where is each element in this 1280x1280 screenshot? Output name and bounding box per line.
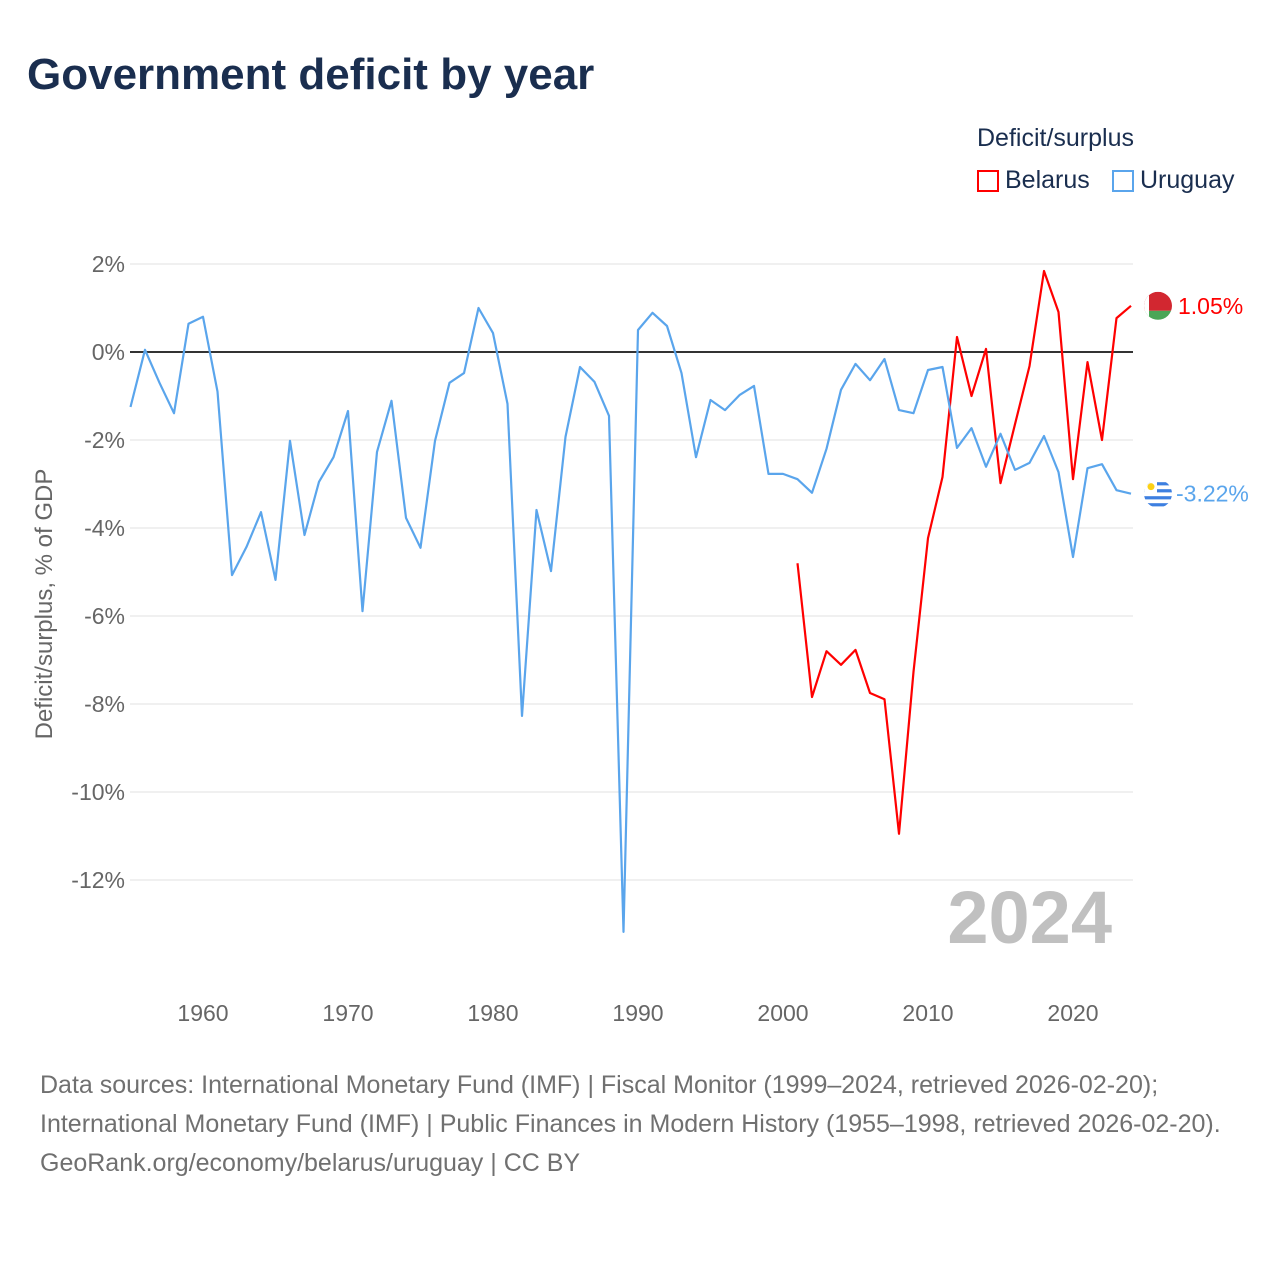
flag-ornament [1144, 291, 1149, 320]
x-tick-label: 2010 [902, 1000, 953, 1026]
flag-belarus-icon [1144, 291, 1172, 320]
legend-title: Deficit/surplus [977, 124, 1134, 152]
x-tick-label: 1960 [177, 1000, 228, 1026]
y-tick-label: 0% [92, 339, 125, 365]
legend-label: Belarus [1005, 166, 1090, 194]
year-watermark: 2024 [947, 876, 1112, 959]
series-line-uruguay [129, 306, 1132, 934]
x-tick-label: 1990 [612, 1000, 663, 1026]
flag-uruguay-icon [1144, 479, 1172, 508]
flag-sun [1147, 483, 1155, 491]
footer: Data sources: International Monetary Fun… [40, 1066, 1240, 1183]
series-line-belarus [796, 269, 1132, 835]
y-axis-label: Deficit/surplus, % of GDP [31, 469, 58, 740]
y-tick-label: -8% [84, 691, 125, 717]
y-tick-label: -12% [71, 867, 125, 893]
flag-stripe [1144, 503, 1172, 507]
legend-label: Uruguay [1140, 166, 1235, 194]
y-tick-label: 2% [92, 251, 125, 277]
y-tick-label: -10% [71, 779, 125, 805]
x-tick-label: 2020 [1047, 1000, 1098, 1026]
x-tick-label: 1980 [467, 1000, 518, 1026]
y-tick-label: -2% [84, 427, 125, 453]
flag-body [1144, 479, 1172, 508]
end-value-label-uruguay: -3.22% [1176, 481, 1249, 507]
legend-swatch-uruguay [1112, 169, 1134, 192]
flag-body [1144, 291, 1172, 320]
x-tick-label: 1970 [322, 1000, 373, 1026]
end-value-label-belarus: 1.05% [1178, 293, 1243, 319]
x-tick-label: 2000 [757, 1000, 808, 1026]
flag-green-band [1144, 310, 1172, 320]
flag-stripe [1144, 496, 1172, 500]
legend-item-belarus[interactable]: Belarus [977, 166, 1090, 195]
y-tick-label: -4% [84, 515, 125, 541]
y-tick-label: -6% [84, 603, 125, 629]
legend-item-uruguay[interactable]: Uruguay [1112, 166, 1235, 195]
plot-area: 2024 Deficit/surplus, % of GDP 2% 0% -2% -4… [31, 251, 1249, 1026]
data-sources: Data sources: International Monetary Fun… [40, 1071, 1221, 1138]
flag-stripe [1144, 489, 1172, 493]
flag-red-band [1144, 291, 1172, 311]
chart-title: Government deficit by year [27, 50, 595, 99]
source-link[interactable]: GeoRank.org/economy/belarus/uruguay | CC… [40, 1149, 581, 1177]
legend-swatch-belarus [977, 169, 999, 192]
flag-stripe [1144, 482, 1172, 486]
